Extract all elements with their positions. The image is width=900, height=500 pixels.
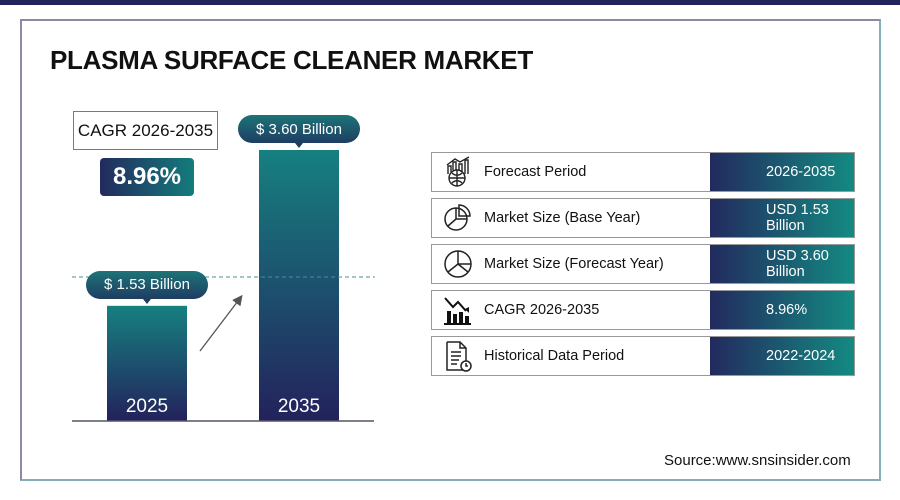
- table-label: CAGR 2026-2035: [484, 302, 600, 318]
- x-tick-label: 2035: [277, 396, 321, 417]
- table-row: Market Size (Forecast Year) USD 3.60 Bil…: [431, 244, 855, 284]
- document-clock-icon: [432, 337, 484, 375]
- bar-chart-decline-icon: [432, 291, 484, 329]
- pie-chart-icon: [432, 199, 484, 237]
- table-label: Historical Data Period: [484, 348, 625, 364]
- pie-chart-icon: [432, 245, 484, 283]
- data-label: $ 1.53 Billion: [86, 270, 208, 304]
- x-tick-label: 2025: [125, 396, 169, 417]
- bar-2025: [107, 305, 187, 421]
- table-row: CAGR 2026-2035 8.96%: [431, 290, 855, 330]
- table-value: 2022-2024: [710, 337, 854, 375]
- table-label: Forecast Period: [484, 164, 587, 180]
- forecast-chart-globe-icon: [432, 153, 484, 191]
- source-link[interactable]: Source:www.snsinsider.com: [664, 452, 851, 469]
- cagr-value: 8.96%: [100, 158, 194, 196]
- page-title: PLASMA SURFACE CLEANER MARKET: [50, 45, 533, 75]
- bar-2035: [259, 150, 339, 421]
- table-label: Market Size (Base Year): [484, 210, 641, 226]
- table-row: Historical Data Period 2022-2024: [431, 336, 855, 376]
- data-label: $ 3.60 Billion: [238, 115, 360, 148]
- table-value: USD 3.60 Billion: [710, 245, 854, 283]
- cagr-label: CAGR 2026-2035: [73, 111, 218, 150]
- table-row: Market Size (Base Year) USD 1.53 Billion: [431, 198, 855, 238]
- table-label: Market Size (Forecast Year): [484, 256, 664, 272]
- top-bar: [0, 0, 900, 5]
- table-value: USD 1.53 Billion: [710, 199, 854, 237]
- table-row: Forecast Period 2026-2035: [431, 152, 855, 192]
- growth-arrow-icon: [199, 294, 243, 352]
- table-value: 2026-2035: [710, 153, 854, 191]
- table-value: 8.96%: [710, 291, 854, 329]
- frame-border: [20, 19, 881, 481]
